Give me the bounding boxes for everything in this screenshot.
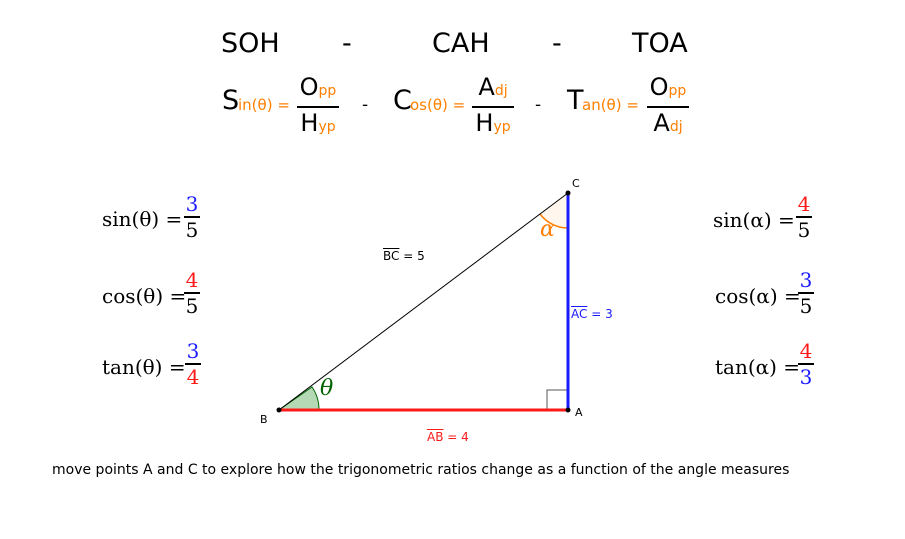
- tan-num-letter: O: [649, 73, 669, 101]
- theta-sin-num: 3: [185, 192, 199, 216]
- cos-letter: C: [393, 85, 412, 116]
- sin-rest: in(θ) =: [238, 96, 290, 114]
- mnemonic-toa: TOA: [632, 28, 688, 59]
- theta-tan-label: tan(θ) =: [102, 355, 186, 379]
- alpha-tan-num: 4: [799, 339, 813, 363]
- alpha-symbol: α: [540, 217, 555, 242]
- cos-num-rest: dj: [494, 83, 508, 99]
- theta-sin-den: 5: [185, 217, 199, 242]
- alpha-cos-label: cos(α) =: [715, 284, 801, 308]
- sin-fraction: Opp Hyp: [297, 74, 339, 140]
- point-a[interactable]: [565, 407, 571, 413]
- instruction-caption: move points A and C to explore how the t…: [52, 462, 790, 478]
- tan-letter: T: [567, 85, 584, 116]
- mnemonic-dash-2: -: [552, 28, 562, 59]
- sin-den-letter: H: [300, 109, 319, 137]
- tan-den-rest: dj: [669, 119, 683, 135]
- theta-cos-den: 5: [185, 293, 199, 318]
- point-c[interactable]: [565, 190, 571, 196]
- theta-symbol: θ: [320, 376, 334, 401]
- bc-name: BC: [383, 249, 400, 263]
- tan-fraction: Opp Adj: [647, 74, 689, 140]
- mnemonic-dash-1: -: [342, 28, 352, 59]
- point-b-label: B: [260, 413, 268, 426]
- point-b[interactable]: [276, 407, 282, 413]
- fraction-bar: [647, 106, 689, 108]
- alpha-angle-fill: [540, 193, 568, 228]
- bc-value: = 5: [399, 249, 425, 263]
- alpha-cos-den: 5: [799, 293, 813, 318]
- alpha-sin-label: sin(α) =: [713, 208, 795, 232]
- mnemonic-cah: CAH: [432, 28, 490, 59]
- cos-rest: os(θ) =: [410, 96, 466, 114]
- theta-angle-wedge: [277, 386, 320, 411]
- point-c-label: C: [572, 177, 580, 190]
- point-a-label: A: [575, 406, 583, 419]
- alpha-tan-den: 3: [799, 364, 813, 389]
- alpha-tan-label: tan(α) =: [715, 355, 801, 379]
- fraction-bar: [297, 106, 339, 108]
- tan-den-letter: A: [653, 109, 670, 137]
- fraction-bar: [472, 106, 514, 108]
- theta-cos-num: 4: [185, 268, 199, 292]
- segment-ac-label: AC = 3: [571, 307, 613, 321]
- right-angle-marker: [546, 389, 568, 410]
- tan-num-rest: pp: [668, 83, 687, 99]
- mnemonic-soh: SOH: [221, 28, 280, 59]
- cos-den-letter: H: [475, 109, 494, 137]
- segment-ab-label: AB = 4: [427, 430, 469, 444]
- alpha-angle-arc: [539, 213, 569, 229]
- segment-bc-label: BC = 5: [383, 249, 425, 263]
- ac-name: AC: [571, 307, 588, 321]
- ab-value: = 4: [443, 430, 469, 444]
- sin-num-rest: pp: [318, 83, 337, 99]
- alpha-sin-den: 5: [797, 217, 811, 242]
- cos-fraction: Adj Hyp: [472, 74, 514, 140]
- theta-tan-den: 4: [186, 364, 200, 389]
- sin-den-rest: yp: [318, 119, 336, 135]
- theta-sin-label: sin(θ) =: [102, 207, 183, 231]
- sin-letter: S: [222, 85, 240, 116]
- alpha-sin-num: 4: [797, 192, 811, 216]
- tan-rest: an(θ) =: [582, 96, 639, 114]
- theta-cos-label: cos(θ) =: [102, 284, 187, 308]
- ac-value: = 3: [587, 307, 613, 321]
- cos-num-letter: A: [478, 73, 495, 101]
- formula-dash-2: -: [535, 95, 542, 115]
- ab-name: AB: [427, 430, 444, 444]
- alpha-cos-num: 3: [799, 268, 813, 292]
- segment-bc: [278, 192, 569, 411]
- sin-num-letter: O: [299, 73, 319, 101]
- formula-dash-1: -: [362, 95, 369, 115]
- cos-den-rest: yp: [493, 119, 511, 135]
- theta-tan-num: 3: [186, 339, 200, 363]
